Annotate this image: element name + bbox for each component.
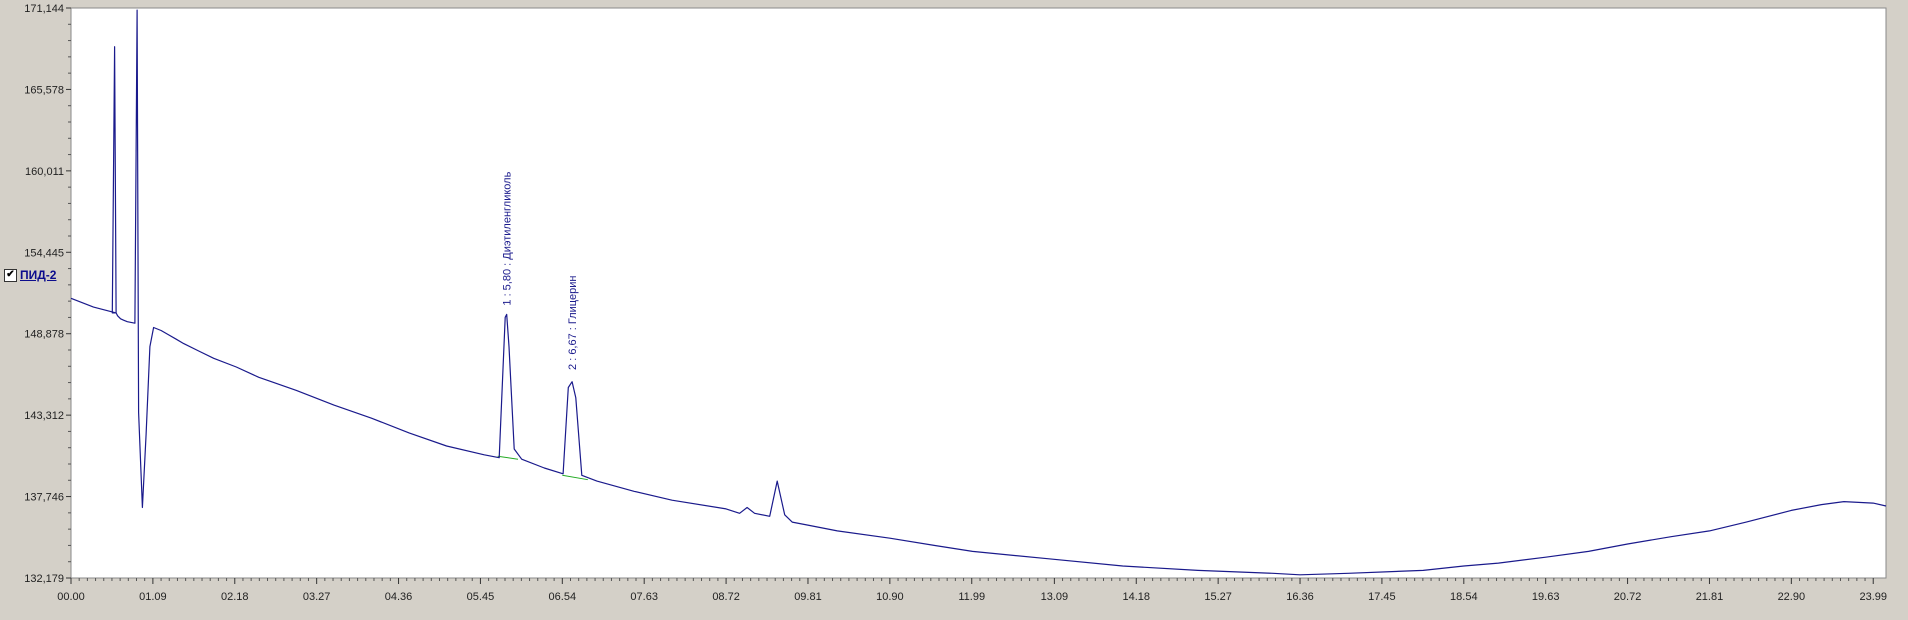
x-tick-label: 04.36: [385, 591, 413, 603]
y-tick-label: 171,144: [24, 3, 64, 15]
x-tick-label: 15.27: [1204, 591, 1232, 603]
x-tick-label: 10.90: [876, 591, 904, 603]
y-tick-label: 137,746: [24, 492, 64, 504]
channel-label[interactable]: ПИД-2: [20, 268, 57, 282]
channel-checkbox[interactable]: ✔: [4, 268, 17, 282]
y-tick-label: 160,011: [25, 166, 64, 178]
x-tick-label: 03.27: [303, 591, 331, 603]
channel-toggle[interactable]: ✔ ПИД-2: [4, 268, 56, 282]
x-tick-label: 00.00: [57, 591, 85, 603]
x-tick-label: 05.45: [467, 591, 495, 603]
x-tick-label: 22.90: [1778, 591, 1806, 603]
x-tick-label: 08.72: [712, 591, 740, 603]
x-tick-label: 06.54: [549, 591, 577, 603]
y-tick-label: 132,179: [24, 573, 64, 585]
x-tick-label: 21.81: [1696, 591, 1724, 603]
signal-line: [70, 9, 1887, 576]
x-tick-label: 13.09: [1041, 591, 1069, 603]
y-tick-label: 165,578: [24, 84, 64, 96]
y-tick-label: 143,312: [24, 410, 64, 422]
y-tick-label: 148,878: [24, 329, 64, 341]
x-tick-label: 23.99: [1859, 591, 1887, 603]
peak-label: 2 : 6,67 : Глицерин: [567, 276, 579, 370]
x-tick-label: 16.36: [1286, 591, 1314, 603]
plot-area: [70, 7, 1887, 579]
x-tick-label: 14.18: [1122, 591, 1150, 603]
x-tick-label: 11.99: [958, 591, 985, 603]
peak-baseline: [497, 455, 519, 460]
peak-label: 1 : 5,80 : Диэтиленгликоль: [502, 171, 514, 305]
x-tick-label: 09.81: [794, 591, 822, 603]
x-tick-label: 07.63: [630, 591, 658, 603]
peak-baseline: [562, 474, 588, 481]
x-tick-label: 20.72: [1614, 591, 1642, 603]
y-tick-label: 154,445: [24, 247, 64, 259]
x-tick-label: 17.45: [1368, 591, 1396, 603]
x-tick-label: 19.63: [1532, 591, 1560, 603]
x-tick-label: 01.09: [139, 591, 167, 603]
x-tick-label: 18.54: [1450, 591, 1478, 603]
x-tick-label: 02.18: [221, 591, 249, 603]
